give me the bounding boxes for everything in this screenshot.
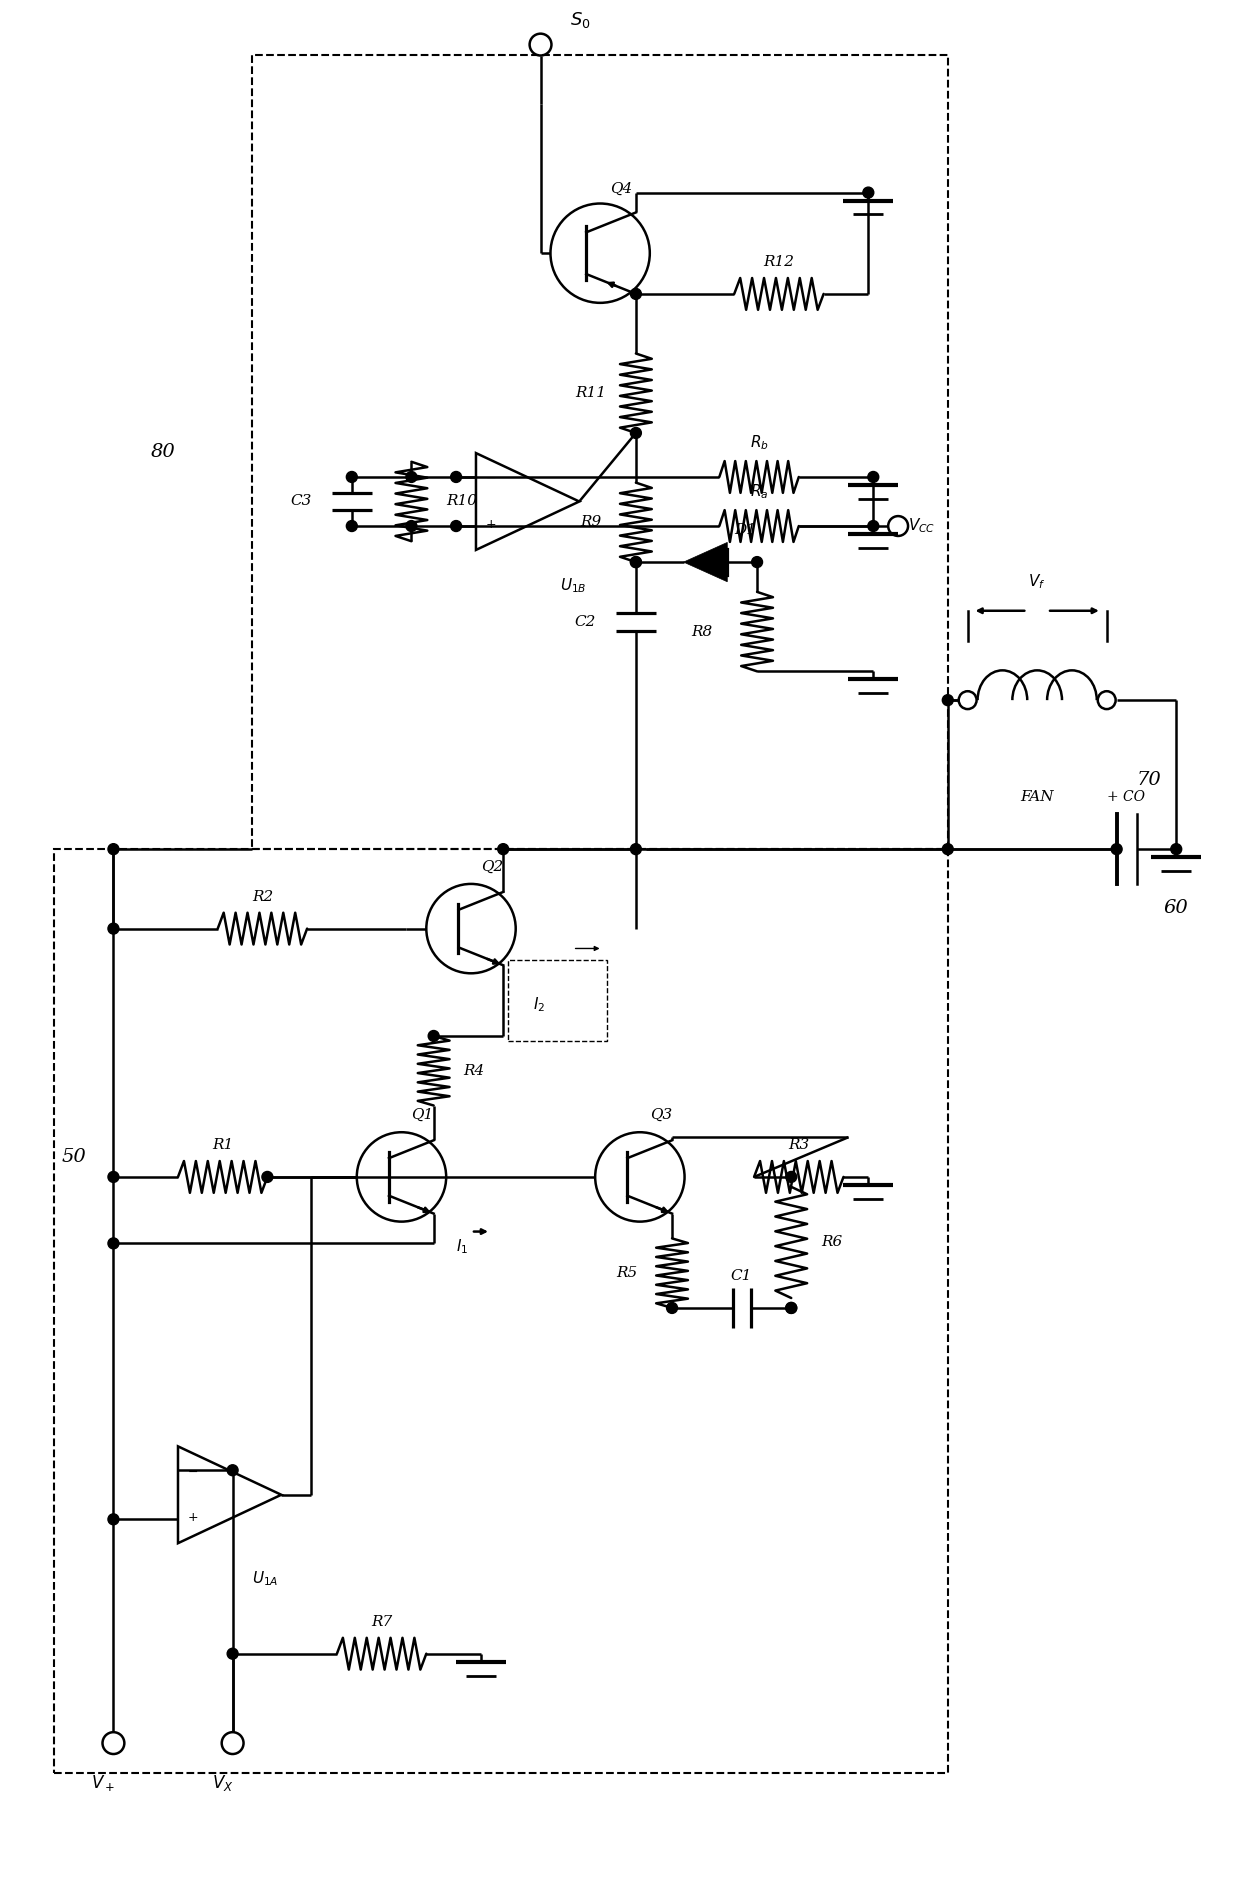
Text: R2: R2 <box>252 890 273 903</box>
Circle shape <box>630 428 641 439</box>
Text: 60: 60 <box>1164 899 1189 916</box>
Circle shape <box>751 557 763 567</box>
Text: + CO: + CO <box>1107 790 1145 805</box>
Text: $R_a$: $R_a$ <box>750 482 769 501</box>
Circle shape <box>346 520 357 531</box>
Circle shape <box>630 289 641 298</box>
Circle shape <box>942 694 954 706</box>
Text: Q4: Q4 <box>610 182 632 195</box>
Circle shape <box>630 557 641 567</box>
Text: D1: D1 <box>734 524 756 537</box>
Text: R12: R12 <box>764 255 795 268</box>
Circle shape <box>428 1030 439 1042</box>
Text: R4: R4 <box>464 1064 485 1077</box>
Text: R7: R7 <box>371 1614 392 1629</box>
Circle shape <box>1111 843 1122 854</box>
Text: R3: R3 <box>789 1137 810 1152</box>
Circle shape <box>108 1171 119 1183</box>
Circle shape <box>786 1303 797 1314</box>
Text: C1: C1 <box>730 1269 753 1284</box>
Text: R1: R1 <box>212 1137 233 1152</box>
Text: C2: C2 <box>575 614 596 629</box>
Text: $S_0$: $S_0$ <box>570 9 591 30</box>
Text: $V_f$: $V_f$ <box>1028 572 1045 591</box>
Circle shape <box>942 843 954 854</box>
Text: C3: C3 <box>290 494 312 509</box>
Text: $V_+$: $V_+$ <box>92 1774 115 1793</box>
Circle shape <box>346 471 357 482</box>
Text: +: + <box>486 518 496 531</box>
Circle shape <box>868 520 879 531</box>
Circle shape <box>227 1464 238 1475</box>
Text: R6: R6 <box>821 1235 842 1250</box>
Text: FAN: FAN <box>1021 790 1054 803</box>
Text: $I_2$: $I_2$ <box>533 995 546 1014</box>
Text: 50: 50 <box>61 1149 86 1166</box>
Text: 80: 80 <box>151 443 176 462</box>
Circle shape <box>630 557 641 567</box>
Circle shape <box>863 188 874 199</box>
Text: R9: R9 <box>580 516 601 529</box>
Circle shape <box>786 1303 797 1314</box>
Text: $V_{CC}$: $V_{CC}$ <box>908 516 935 535</box>
Circle shape <box>108 923 119 935</box>
Text: Q3: Q3 <box>650 1107 672 1122</box>
Circle shape <box>450 471 461 482</box>
Text: Q2: Q2 <box>481 860 503 875</box>
Text: $U_{1A}$: $U_{1A}$ <box>253 1569 279 1588</box>
Circle shape <box>868 471 879 482</box>
Text: −: − <box>187 1466 198 1479</box>
Circle shape <box>227 1648 238 1659</box>
Text: R10: R10 <box>446 494 477 509</box>
Circle shape <box>108 1239 119 1248</box>
Circle shape <box>497 843 508 854</box>
Text: −: − <box>486 473 496 486</box>
Polygon shape <box>683 542 728 582</box>
Text: 70: 70 <box>1137 771 1161 788</box>
Text: +: + <box>187 1511 198 1524</box>
Text: $V_X$: $V_X$ <box>212 1774 233 1793</box>
Circle shape <box>108 1515 119 1524</box>
Circle shape <box>1171 843 1182 854</box>
Circle shape <box>405 471 417 482</box>
Circle shape <box>786 1171 797 1183</box>
Circle shape <box>262 1171 273 1183</box>
Circle shape <box>630 843 641 854</box>
Text: Q1: Q1 <box>412 1107 434 1122</box>
Text: $R_b$: $R_b$ <box>750 434 769 452</box>
Text: $I_1$: $I_1$ <box>456 1237 469 1256</box>
Text: R8: R8 <box>691 625 712 638</box>
Text: R11: R11 <box>575 387 606 400</box>
Circle shape <box>405 520 417 531</box>
Circle shape <box>108 843 119 854</box>
Circle shape <box>450 520 461 531</box>
Text: R5: R5 <box>616 1267 637 1280</box>
Circle shape <box>667 1303 677 1314</box>
Text: $U_{1B}$: $U_{1B}$ <box>560 576 587 595</box>
